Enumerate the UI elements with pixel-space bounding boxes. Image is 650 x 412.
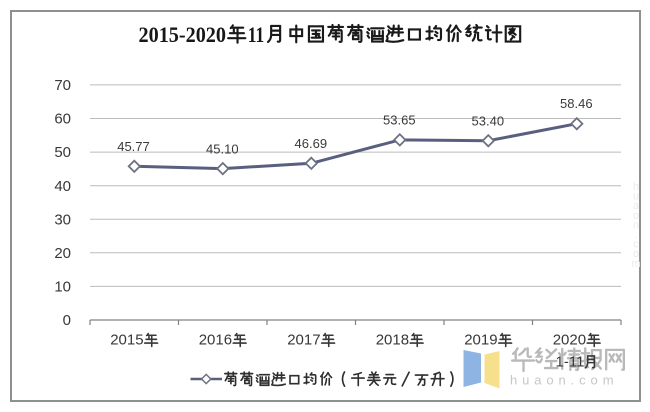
svg-text:2016: 2016 (199, 332, 232, 349)
svg-text:o: o (633, 210, 639, 222)
svg-text:1-11: 1-11 (556, 354, 585, 371)
svg-text:2018: 2018 (376, 332, 409, 349)
svg-text:2017: 2017 (287, 332, 320, 349)
svg-text:60: 60 (54, 111, 71, 128)
svg-text:h: h (633, 181, 639, 193)
svg-text:11: 11 (248, 22, 264, 47)
svg-text:53.65: 53.65 (383, 113, 416, 128)
svg-text:2015-2020: 2015-2020 (139, 22, 227, 47)
svg-text:70: 70 (54, 77, 71, 94)
svg-text:u: u (633, 191, 639, 203)
svg-text:0: 0 (63, 312, 71, 329)
svg-text:40: 40 (54, 178, 71, 195)
svg-text:c: c (633, 239, 639, 251)
svg-text:45.77: 45.77 (117, 139, 150, 154)
svg-text:m: m (631, 258, 640, 270)
svg-text:10: 10 (54, 279, 71, 296)
svg-text:2020: 2020 (553, 332, 586, 349)
svg-text:huaon.com: huaon.com (510, 373, 618, 388)
svg-text:58.46: 58.46 (560, 96, 593, 111)
svg-text:30: 30 (54, 211, 71, 228)
svg-text:2015: 2015 (110, 332, 143, 349)
svg-text:20: 20 (54, 245, 71, 262)
svg-text:2019: 2019 (464, 332, 497, 349)
svg-text:45.10: 45.10 (206, 142, 239, 157)
svg-text:n: n (633, 219, 639, 231)
svg-text:53.40: 53.40 (472, 114, 505, 129)
svg-text:o: o (633, 248, 639, 260)
svg-text:50: 50 (54, 144, 71, 161)
svg-text:46.69: 46.69 (295, 136, 328, 151)
svg-text:a: a (633, 200, 640, 212)
svg-text:.: . (634, 229, 637, 241)
